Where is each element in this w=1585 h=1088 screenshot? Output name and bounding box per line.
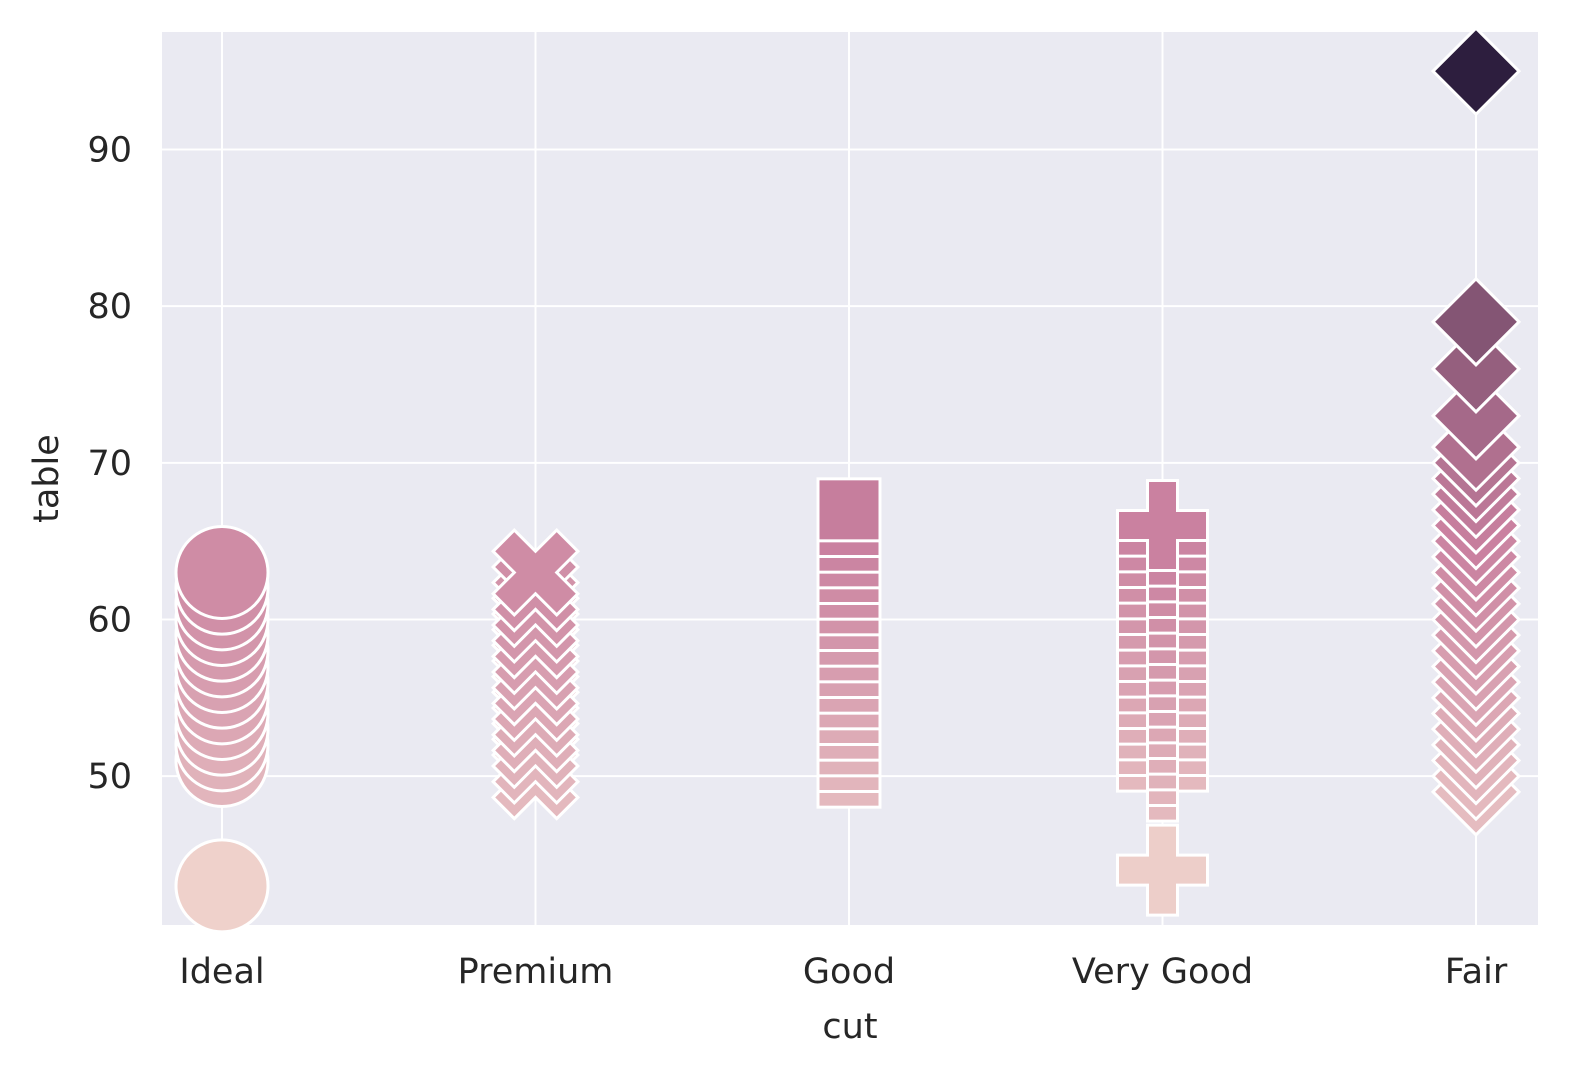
x-tick-label: Very Good	[1072, 952, 1253, 992]
x-tick-labels: Ideal Premium Good Very Good Fair	[179, 952, 1507, 992]
y-tick-label: 60	[87, 601, 132, 641]
y-tick-labels: 50 60 70 80 90	[87, 131, 132, 798]
x-tick-label: Premium	[458, 952, 614, 992]
data-point	[1430, 370, 1522, 461]
y-axis-label: table	[27, 434, 67, 523]
data-point	[1430, 26, 1522, 117]
y-tick-label: 90	[87, 131, 132, 171]
data-points	[174, 26, 1522, 934]
data-point	[1430, 276, 1522, 367]
y-tick-label: 50	[87, 757, 132, 797]
y-tick-label: 70	[87, 444, 132, 484]
data-point	[1430, 323, 1522, 414]
data-point	[816, 477, 882, 543]
data-point	[1116, 479, 1209, 572]
x-tick-label: Ideal	[179, 952, 264, 992]
y-tick-label: 80	[87, 287, 132, 327]
data-point	[490, 527, 581, 618]
data-point	[1116, 823, 1209, 917]
data-point	[174, 525, 270, 620]
x-tick-label: Fair	[1445, 952, 1508, 992]
data-point	[174, 838, 270, 934]
x-tick-label: Good	[803, 952, 895, 992]
x-axis-label: cut	[822, 1007, 877, 1047]
